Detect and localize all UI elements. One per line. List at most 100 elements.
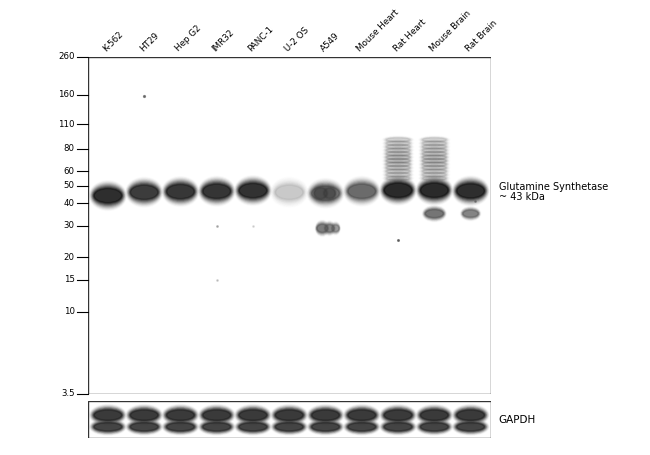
Text: 40: 40	[64, 199, 75, 207]
Ellipse shape	[386, 145, 410, 149]
Ellipse shape	[386, 142, 410, 145]
Ellipse shape	[313, 184, 328, 203]
Text: Mouse Heart: Mouse Heart	[356, 8, 401, 53]
Ellipse shape	[236, 420, 270, 434]
Ellipse shape	[311, 409, 341, 422]
Ellipse shape	[418, 179, 450, 202]
Ellipse shape	[273, 181, 306, 204]
Ellipse shape	[239, 182, 267, 199]
Ellipse shape	[312, 186, 339, 200]
Ellipse shape	[311, 184, 341, 202]
Ellipse shape	[417, 406, 452, 424]
Ellipse shape	[386, 155, 410, 159]
Ellipse shape	[332, 223, 340, 233]
Ellipse shape	[384, 423, 411, 431]
Ellipse shape	[385, 162, 411, 167]
Ellipse shape	[384, 422, 413, 431]
Ellipse shape	[162, 178, 198, 205]
Ellipse shape	[422, 173, 447, 177]
Ellipse shape	[166, 409, 195, 421]
Ellipse shape	[239, 422, 267, 431]
Ellipse shape	[235, 177, 271, 204]
Ellipse shape	[126, 405, 162, 425]
Ellipse shape	[324, 222, 335, 235]
Ellipse shape	[456, 409, 486, 422]
Ellipse shape	[385, 165, 411, 170]
Ellipse shape	[453, 177, 488, 205]
Text: 50: 50	[64, 181, 75, 190]
Ellipse shape	[93, 409, 123, 422]
Ellipse shape	[93, 186, 123, 205]
Ellipse shape	[271, 419, 307, 435]
Ellipse shape	[201, 421, 233, 433]
Ellipse shape	[128, 181, 161, 204]
Ellipse shape	[456, 421, 486, 432]
Ellipse shape	[90, 419, 126, 435]
Ellipse shape	[313, 183, 329, 203]
Ellipse shape	[456, 183, 485, 199]
Ellipse shape	[383, 181, 413, 200]
Ellipse shape	[422, 148, 446, 152]
Ellipse shape	[348, 410, 376, 420]
Ellipse shape	[129, 183, 159, 202]
Ellipse shape	[462, 207, 480, 220]
Ellipse shape	[382, 408, 414, 423]
Ellipse shape	[325, 224, 334, 233]
Ellipse shape	[127, 420, 161, 434]
Ellipse shape	[463, 210, 478, 217]
Ellipse shape	[275, 184, 304, 201]
Ellipse shape	[462, 208, 479, 218]
Ellipse shape	[165, 421, 196, 432]
Ellipse shape	[272, 419, 307, 435]
Ellipse shape	[381, 406, 415, 424]
Ellipse shape	[164, 408, 196, 423]
Ellipse shape	[239, 410, 266, 420]
Ellipse shape	[94, 423, 122, 431]
Ellipse shape	[419, 181, 449, 200]
Ellipse shape	[462, 209, 479, 218]
Ellipse shape	[454, 406, 488, 424]
Ellipse shape	[200, 420, 233, 433]
Ellipse shape	[345, 407, 378, 424]
Ellipse shape	[385, 148, 411, 152]
Ellipse shape	[417, 177, 452, 203]
Ellipse shape	[344, 179, 379, 204]
Ellipse shape	[164, 407, 197, 424]
Ellipse shape	[317, 224, 328, 233]
Ellipse shape	[308, 181, 343, 206]
Ellipse shape	[421, 155, 447, 160]
Ellipse shape	[386, 148, 410, 152]
Ellipse shape	[421, 183, 448, 197]
Ellipse shape	[131, 423, 158, 431]
Ellipse shape	[127, 180, 161, 205]
Ellipse shape	[347, 422, 376, 431]
Ellipse shape	[420, 409, 448, 421]
Ellipse shape	[237, 420, 269, 433]
Ellipse shape	[421, 169, 447, 174]
Ellipse shape	[274, 183, 304, 202]
Ellipse shape	[386, 138, 410, 142]
Ellipse shape	[203, 184, 230, 198]
Ellipse shape	[127, 406, 161, 424]
Ellipse shape	[238, 421, 268, 432]
Ellipse shape	[94, 409, 122, 421]
Ellipse shape	[380, 175, 417, 205]
Ellipse shape	[422, 142, 446, 145]
Ellipse shape	[346, 181, 378, 202]
Ellipse shape	[203, 410, 230, 420]
Ellipse shape	[422, 206, 446, 221]
Ellipse shape	[94, 410, 122, 420]
Ellipse shape	[307, 419, 344, 435]
Ellipse shape	[331, 222, 340, 234]
Ellipse shape	[125, 404, 162, 426]
Ellipse shape	[424, 208, 444, 219]
Ellipse shape	[162, 404, 199, 426]
Ellipse shape	[201, 181, 233, 202]
Ellipse shape	[322, 184, 337, 203]
Ellipse shape	[325, 225, 334, 232]
Ellipse shape	[92, 185, 124, 206]
Text: Mouse Brain: Mouse Brain	[428, 9, 473, 53]
Ellipse shape	[422, 141, 447, 145]
Ellipse shape	[274, 421, 304, 432]
Ellipse shape	[164, 181, 196, 202]
